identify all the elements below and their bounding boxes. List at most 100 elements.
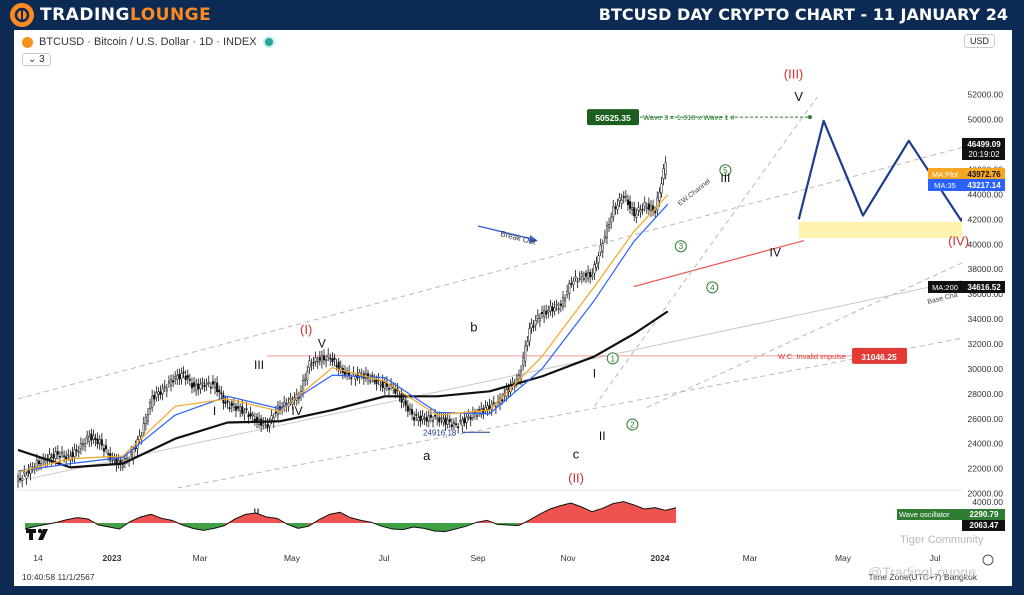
oscillator-bar [298,523,309,529]
candle-body [549,306,552,312]
candle-body [658,191,661,201]
candle-body [656,197,659,211]
price-tick-label: 36000.00 [968,289,1004,299]
candle-body [662,168,665,179]
candle-body [660,183,663,194]
brand-name: TRADINGLOUNGE [40,5,212,25]
oscillator-bar [571,503,582,523]
candle-body [545,310,548,315]
candle-body [81,443,85,446]
candle-body [228,407,231,409]
time-tick-label: May [835,553,852,563]
osc-value-1-box [962,509,1005,520]
projected-wave-path [797,119,962,222]
candle-body [480,408,483,415]
candle-body [427,415,430,422]
brand-logo-icon [10,3,34,27]
oscillator-bar [319,514,330,523]
candle-body [564,298,567,302]
ma-35-tag-label: MA:35 [934,181,956,190]
candle-body [243,411,246,414]
price-tick-label: 42000.00 [968,214,1004,224]
candle-body [624,196,627,198]
ma-plot-tag [928,168,962,180]
candle-body [79,443,82,450]
candle-body [274,411,277,414]
candle-body [320,355,323,363]
invalid-value: 31046.25 [861,352,897,362]
candle-body [195,384,198,391]
candle-body [649,205,653,211]
ma-plot-tag-label: MA:Plot [932,170,959,179]
candle-body [570,283,573,285]
candle-body [268,421,271,427]
tv-logo-dot [37,528,43,534]
candle-body [151,396,154,408]
candle-body [421,415,424,420]
ma-plot-line [17,194,669,473]
price-tick-label: 38000.00 [968,264,1004,274]
circled-wave-marker [626,418,639,431]
oscillator-bar [602,503,613,523]
candle-body [402,399,405,403]
price-tick-label: 32000.00 [968,339,1004,349]
time-tick-label: 14 [33,553,43,563]
candle-body [540,311,544,315]
candle-body [410,409,414,415]
candle-body [310,364,313,367]
candle-body [551,306,554,312]
currency-button[interactable]: USD [964,34,996,48]
candle-body [174,376,177,379]
candle-body [17,476,20,482]
candle-body [92,435,95,440]
wave-label: III [254,358,264,372]
candle-body [205,383,208,385]
candle-body [413,417,416,421]
candle-body [547,309,550,313]
candle-body [543,309,546,317]
indicator-collapse-button[interactable]: ⌄ 3 [22,53,51,66]
candle-body [553,307,556,312]
candle-body [56,451,59,455]
candle-body [633,207,636,217]
candle-body [400,393,403,403]
symbol-label: BTCUSD · Bitcoin / U.S. Dollar · 1D · IN… [39,36,257,48]
candle-body [526,341,529,346]
candle-body [616,204,619,210]
candle-body [316,361,319,363]
page-title: BTCUSD DAY CRYPTO CHART - 11 JANUARY 24 [598,5,1008,24]
candle-body [406,405,409,412]
candle-body [216,382,219,393]
candle-body [486,405,489,410]
candle-body [641,208,644,211]
oscillator-bar [392,523,403,530]
candle-body [159,391,162,395]
candle-body [343,371,347,375]
time-tick-label: Nov [560,553,576,563]
candle-body [587,271,590,280]
candle-body [595,263,598,268]
candle-body [434,415,437,417]
candle-body [35,460,38,468]
candle-body [98,439,101,444]
candle-body [220,392,223,395]
break-out-arrow-head [529,235,538,243]
oscillator-bar [161,518,172,523]
oscillator-bar [529,514,540,523]
symbol-legend[interactable]: BTCUSD · Bitcoin / U.S. Dollar · 1D · IN… [22,36,275,48]
time-tick-label: Jul [930,553,941,563]
bitcoin-icon [22,36,33,48]
candle-body [113,459,116,462]
candle-body [172,380,175,383]
candle-body [333,357,336,360]
candle-body [193,382,196,387]
oscillator-bar [151,514,162,523]
wave-label: IV [770,246,781,260]
candle-body [67,454,70,456]
wave-label: V [318,337,326,351]
candle-body [404,400,407,406]
candle-body [448,418,451,422]
candle-body [654,211,657,213]
candle-body [492,402,495,404]
